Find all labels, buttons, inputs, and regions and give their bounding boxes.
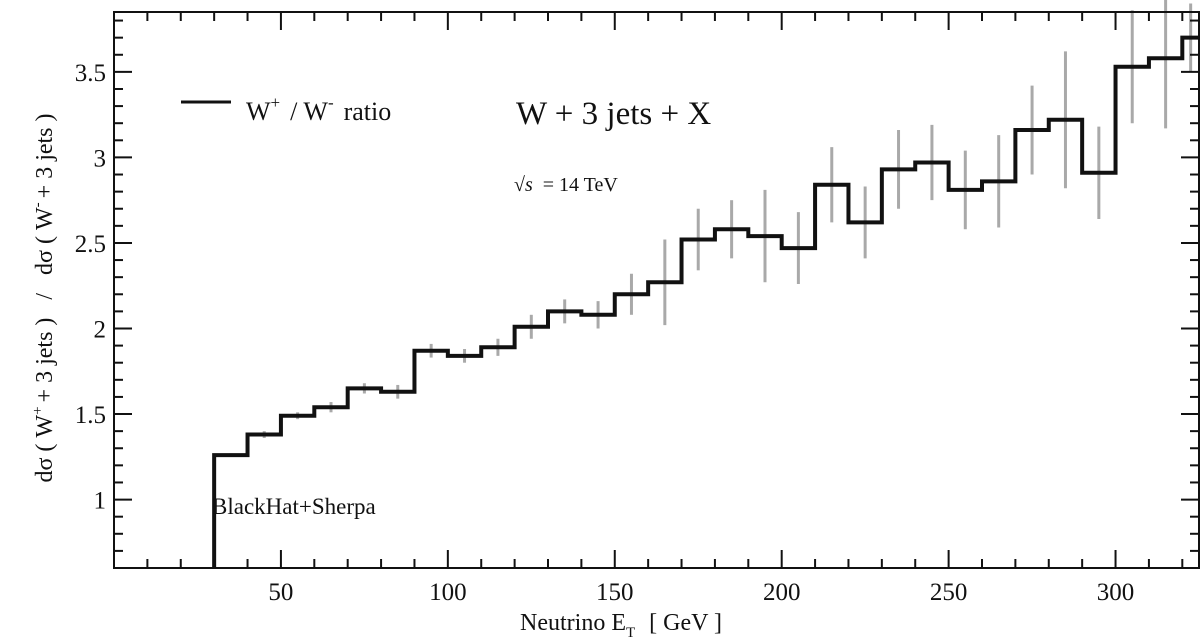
chart-title: W + 3 jets + X: [516, 96, 711, 132]
x-tick-label: 50: [268, 579, 293, 606]
y-axis-label: dσ ( W++ 3 jets )/dσ ( W-+ 3 jets ): [30, 113, 58, 482]
ratio-step-line: [212, 35, 1199, 568]
x-axis-label: Neutrino ET[ GeV ]: [520, 610, 722, 641]
axis-ticks: [113, 12, 1199, 569]
y-tick-label: 1.5: [75, 402, 106, 429]
x-tick-labels: 50 100 150 200 250 300: [268, 579, 1134, 606]
x-tick-label: 150: [596, 579, 634, 606]
generator-label: BlackHat+Sherpa: [212, 494, 376, 519]
y-tick-label: 3: [94, 145, 107, 172]
y-tick-label: 2.5: [75, 231, 106, 258]
y-tick-label: 2: [94, 316, 107, 343]
y-tick-labels: 1 1.5 2 2.5 3 3.5: [75, 60, 106, 515]
x-tick-label: 100: [429, 579, 467, 606]
x-tick-label: 200: [763, 579, 801, 606]
x-tick-label: 300: [1097, 579, 1135, 606]
legend-label: W+ / W-ratio: [246, 93, 391, 126]
energy-label: √s = 14 TeV: [514, 174, 618, 196]
x-tick-label: 250: [930, 579, 968, 606]
plot-frame: [113, 11, 1200, 569]
y-tick-label: 1: [94, 488, 107, 515]
y-tick-label: 3.5: [75, 60, 106, 87]
